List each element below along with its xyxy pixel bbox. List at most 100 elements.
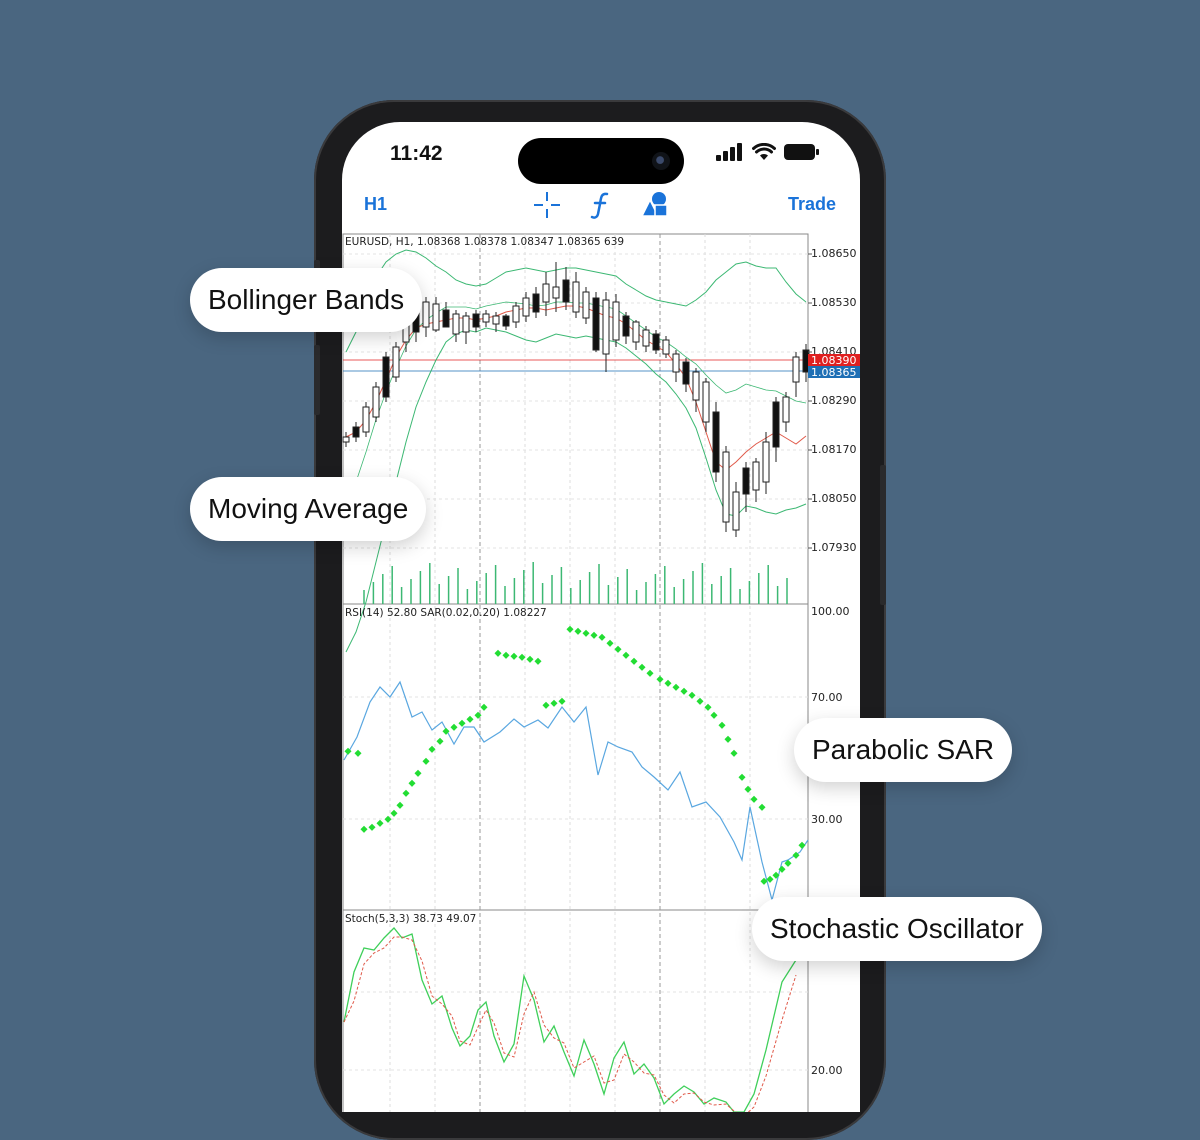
parabolic-sar-dot [566, 625, 574, 633]
candle-body [572, 281, 580, 313]
candle-body [422, 301, 430, 328]
parabolic-sar-dot [778, 865, 786, 873]
parabolic-sar-dot [672, 683, 680, 691]
parabolic-sar-dot [480, 703, 488, 711]
parabolic-sar-dot [656, 675, 664, 683]
candle-body [602, 299, 610, 355]
parabolic-sar-dot [474, 711, 482, 719]
parabolic-sar-dot [408, 779, 416, 787]
chart-toolbar: H1 Trade [342, 184, 860, 226]
stoch-panel-frame [342, 909, 809, 1112]
rsi-panel-frame [342, 603, 809, 911]
candle-body [672, 353, 680, 373]
parabolic-sar-dot [760, 877, 768, 885]
chart-area[interactable]: EURUSD, H1, 1.08368 1.08378 1.08347 1.08… [342, 232, 860, 1112]
parabolic-sar-dot [798, 841, 806, 849]
parabolic-sar-dot [402, 789, 410, 797]
candle-body [522, 297, 530, 317]
candle-body [692, 371, 700, 401]
parabolic-sar-dot [458, 719, 466, 727]
parabolic-sar-dot [646, 669, 654, 677]
price-axis-label: 1.08650 [811, 247, 857, 260]
parabolic-sar-dot [590, 631, 598, 639]
candle-body [342, 436, 350, 443]
trade-button[interactable]: Trade [787, 194, 836, 214]
candle-body [562, 279, 570, 303]
crosshair-icon[interactable] [532, 190, 562, 220]
parabolic-sar-dot [758, 803, 766, 811]
candle-body [682, 361, 690, 385]
candle-body [732, 491, 740, 531]
parabolic-sar-dot [598, 633, 606, 641]
candle-body [482, 313, 490, 323]
parabolic-sar-dot [606, 639, 614, 647]
parabolic-sar-dot [428, 745, 436, 753]
candle-body [642, 329, 650, 347]
function-icon[interactable] [587, 190, 617, 220]
candle-body [722, 451, 730, 523]
candle-body [762, 441, 770, 483]
candle-body [532, 293, 540, 313]
price-axis-label: 1.07930 [811, 541, 857, 554]
candle-body [772, 401, 780, 448]
parabolic-sar-dot [614, 645, 622, 653]
stoch-panel-header: Stoch(5,3,3) 38.73 49.07 [345, 913, 476, 925]
parabolic-sar-dot [376, 819, 384, 827]
parabolic-sar-dot [688, 691, 696, 699]
parabolic-sar-dot [766, 875, 774, 883]
bid-price-tag-bg [808, 354, 860, 366]
parabolic-sar-dot [360, 825, 368, 833]
parabolic-sar-dot [784, 859, 792, 867]
callout-stochastic-oscillator: Stochastic Oscillator [752, 897, 1042, 961]
parabolic-sar-dot [750, 795, 758, 803]
price-axis-label: 1.08530 [811, 296, 857, 309]
price-axis-label: 1.08290 [811, 394, 857, 407]
parabolic-sar-dot [502, 651, 510, 659]
status-icons [716, 143, 820, 161]
candle-body [782, 396, 790, 423]
timeframe-button[interactable]: H1 [364, 194, 388, 214]
parabolic-sar-dot [680, 687, 688, 695]
parabolic-sar-dot [792, 851, 800, 859]
dynamic-island [518, 138, 684, 184]
phone-volume-button [314, 345, 320, 415]
parabolic-sar-dot [354, 749, 362, 757]
rsi-axis-label: 100.00 [811, 605, 850, 618]
shapes-icon[interactable] [640, 190, 670, 220]
candle-body [582, 291, 590, 319]
candle-body [662, 339, 670, 355]
parabolic-sar-dot [436, 737, 444, 745]
parabolic-sar-dot [494, 649, 502, 657]
parabolic-sar-dot [558, 697, 566, 705]
candle-body [792, 356, 800, 383]
parabolic-sar-dot [510, 652, 518, 660]
candle-body [752, 461, 760, 491]
callout-bollinger-bands: Bollinger Bands [190, 268, 423, 332]
parabolic-sar-dot [368, 823, 376, 831]
parabolic-sar-dot [724, 735, 732, 743]
parabolic-sar-dot [710, 711, 718, 719]
parabolic-sar-dot [744, 785, 752, 793]
candle-body [462, 315, 470, 333]
parabolic-sar-dot [442, 727, 450, 735]
candle-body [542, 283, 550, 303]
parabolic-sar-dot [414, 769, 422, 777]
parabolic-sar-dot [526, 655, 534, 663]
candle-body [712, 411, 720, 473]
battery-icon [784, 144, 819, 160]
rsi-axis-label: 30.00 [811, 813, 843, 826]
phone-side-button [880, 465, 886, 605]
candle-body [452, 313, 460, 335]
rsi-panel-header: RSI(14) 52.80 SAR(0.02,0.20) 1.08227 [345, 607, 547, 619]
candle-body [592, 297, 600, 351]
parabolic-sar-dot [730, 749, 738, 757]
signal-icon [716, 143, 742, 161]
parabolic-sar-dot [574, 627, 582, 635]
candle-body [352, 426, 360, 438]
price-axis-label: 1.08050 [811, 492, 857, 505]
candle-body [382, 356, 390, 398]
parabolic-sar-dot [582, 629, 590, 637]
stochastic-d-line [343, 936, 797, 1112]
candle-body [512, 305, 520, 323]
parabolic-sar-dot [534, 657, 542, 665]
